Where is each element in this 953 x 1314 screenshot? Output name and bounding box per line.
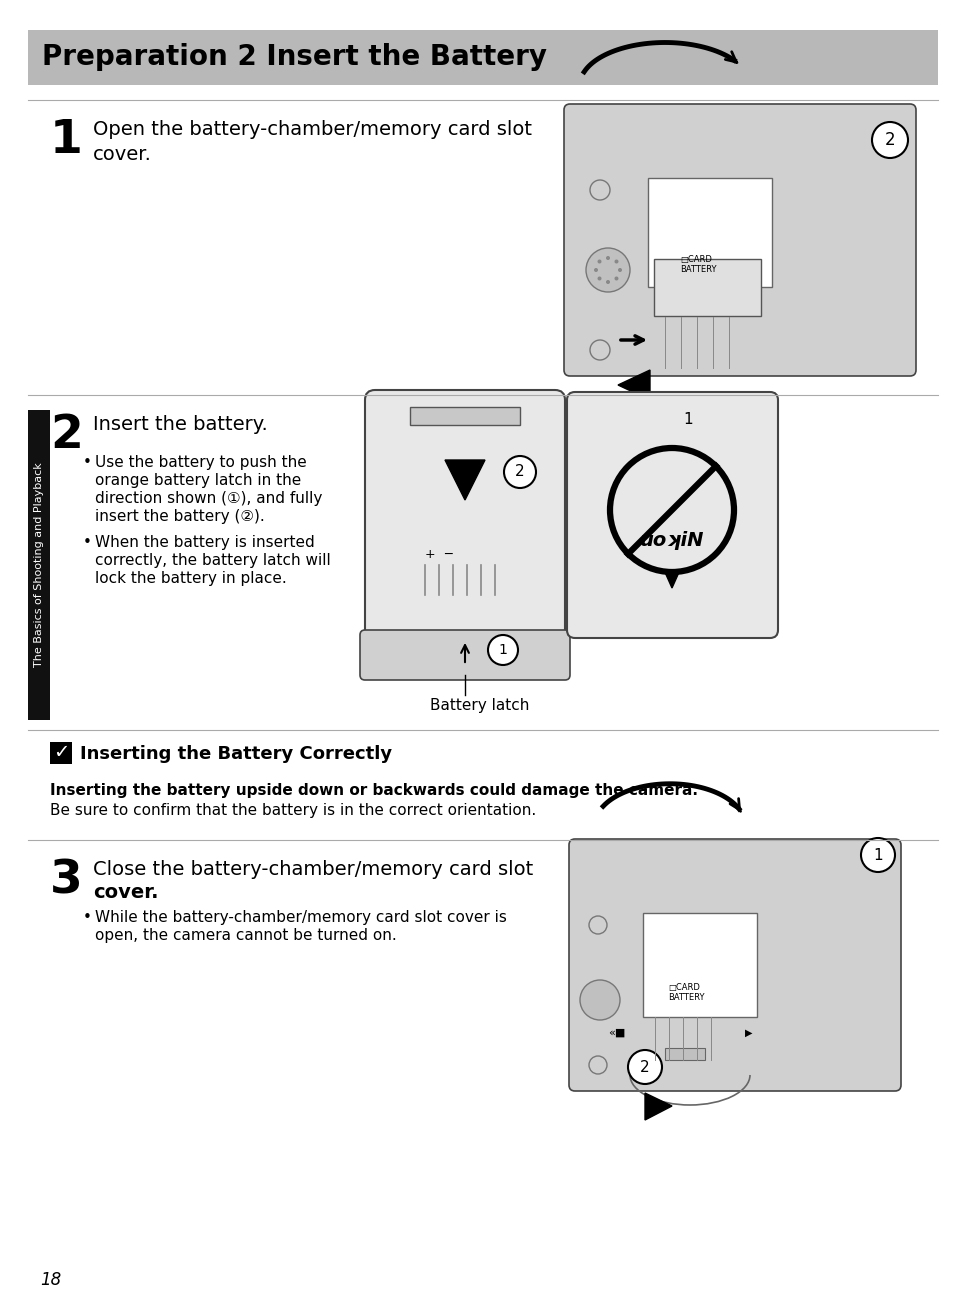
FancyBboxPatch shape (566, 392, 778, 639)
FancyBboxPatch shape (563, 104, 915, 376)
Circle shape (861, 838, 894, 872)
Text: •: • (83, 911, 91, 925)
Text: •: • (83, 455, 91, 470)
Text: Preparation 2 Insert the Battery: Preparation 2 Insert the Battery (42, 43, 546, 71)
FancyBboxPatch shape (359, 629, 569, 681)
Text: 1: 1 (872, 848, 882, 862)
Text: Close the battery-chamber/memory card slot: Close the battery-chamber/memory card sl… (92, 859, 533, 879)
Text: The Basics of Shooting and Playback: The Basics of Shooting and Playback (34, 463, 44, 668)
Text: correctly, the battery latch will: correctly, the battery latch will (95, 553, 331, 568)
Circle shape (871, 122, 907, 158)
Text: Open the battery-chamber/memory card slot: Open the battery-chamber/memory card slo… (92, 120, 532, 139)
Text: 18: 18 (40, 1271, 61, 1289)
Text: 2: 2 (50, 413, 83, 459)
Polygon shape (663, 570, 679, 587)
Circle shape (594, 268, 598, 272)
Text: When the battery is inserted: When the battery is inserted (95, 535, 314, 551)
Circle shape (627, 1050, 661, 1084)
Circle shape (488, 635, 517, 665)
Text: Insert the battery.: Insert the battery. (92, 415, 268, 434)
Circle shape (671, 403, 703, 436)
Circle shape (605, 256, 609, 260)
Text: Battery latch: Battery latch (430, 698, 529, 714)
Bar (28, 410, 50, 720)
Text: cover.: cover. (92, 883, 158, 901)
Text: 2: 2 (883, 131, 894, 148)
FancyBboxPatch shape (642, 913, 757, 1017)
Text: +  −: + − (424, 548, 454, 561)
Text: Inserting the battery upside down or backwards could damage the camera.: Inserting the battery upside down or bac… (50, 783, 698, 798)
Text: insert the battery (②).: insert the battery (②). (95, 509, 265, 524)
Bar (28, 30, 937, 85)
Circle shape (597, 259, 601, 264)
Text: 1: 1 (682, 413, 692, 427)
FancyBboxPatch shape (647, 177, 771, 286)
Text: 1: 1 (50, 118, 83, 163)
Circle shape (503, 456, 536, 487)
Polygon shape (444, 460, 484, 501)
Circle shape (614, 276, 618, 280)
Circle shape (585, 248, 629, 292)
Text: uoʞiN: uoʞiN (639, 531, 703, 549)
Text: Be sure to confirm that the battery is in the correct orientation.: Be sure to confirm that the battery is i… (50, 803, 536, 819)
Text: orange battery latch in the: orange battery latch in the (95, 473, 301, 487)
Text: Use the battery to push the: Use the battery to push the (95, 455, 307, 470)
FancyBboxPatch shape (654, 259, 760, 315)
Circle shape (597, 276, 601, 280)
Text: •: • (83, 535, 91, 551)
Text: Inserting the Battery Correctly: Inserting the Battery Correctly (80, 745, 392, 763)
Circle shape (579, 980, 619, 1020)
Circle shape (618, 268, 621, 272)
Text: open, the camera cannot be turned on.: open, the camera cannot be turned on. (95, 928, 396, 943)
Text: 2: 2 (515, 465, 524, 480)
Polygon shape (618, 371, 649, 399)
Bar (664, 1049, 704, 1060)
Text: While the battery-chamber/memory card slot cover is: While the battery-chamber/memory card sl… (95, 911, 506, 925)
Text: lock the battery in place.: lock the battery in place. (95, 572, 287, 586)
Circle shape (614, 259, 618, 264)
Circle shape (605, 280, 609, 284)
Text: direction shown (①), and fully: direction shown (①), and fully (95, 491, 322, 506)
Bar (50, 742, 71, 763)
Polygon shape (644, 1093, 671, 1120)
Text: ▶: ▶ (744, 1028, 752, 1038)
FancyBboxPatch shape (365, 390, 564, 640)
Text: □CARD
BATTERY: □CARD BATTERY (679, 255, 716, 275)
Text: 3: 3 (50, 858, 83, 903)
Text: □CARD
BATTERY: □CARD BATTERY (667, 983, 703, 1003)
FancyBboxPatch shape (568, 840, 900, 1091)
Bar (410, 407, 519, 424)
Text: «■: «■ (607, 1028, 625, 1038)
Text: 2: 2 (639, 1059, 649, 1075)
Text: cover.: cover. (92, 145, 152, 164)
Text: ✓: ✓ (52, 744, 70, 762)
Text: 1: 1 (498, 643, 507, 657)
